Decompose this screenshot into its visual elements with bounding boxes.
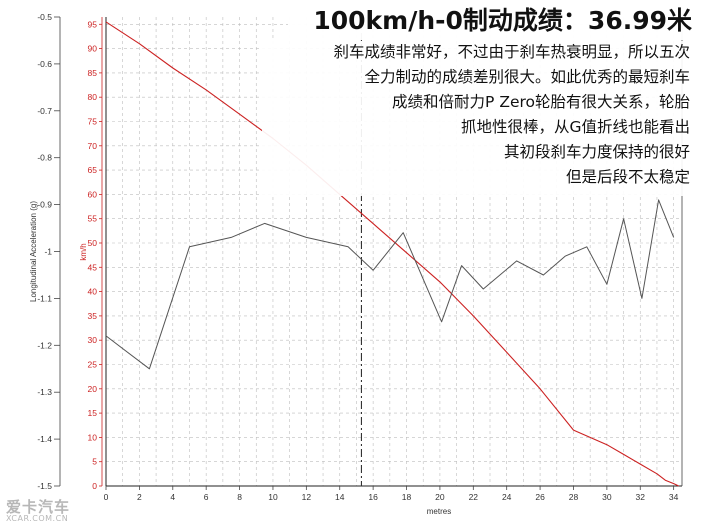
chart-title: 100km/h-0制动成绩：36.99米 bbox=[313, 6, 692, 35]
left-tick-label: -0.6 bbox=[37, 59, 52, 69]
speed-tick-label: 50 bbox=[88, 238, 98, 248]
speed-tick-label: 0 bbox=[92, 481, 97, 491]
x-tick-label: 34 bbox=[669, 492, 679, 502]
series-group bbox=[105, 21, 679, 487]
x-tick-label: 10 bbox=[268, 492, 278, 502]
acceleration-series-line bbox=[105, 199, 675, 370]
description-line-6: 但是后段不太稳定 bbox=[565, 168, 690, 186]
watermark-main: 爱卡汽车 bbox=[6, 498, 71, 516]
x-tick-label: 20 bbox=[435, 492, 445, 502]
left-tick-label: -1.1 bbox=[37, 293, 52, 303]
speed-tick-label: 20 bbox=[88, 384, 98, 394]
speed-tick-label: 65 bbox=[88, 165, 98, 175]
left-tick-label: -1.2 bbox=[37, 340, 52, 350]
x-tick-label: 16 bbox=[368, 492, 378, 502]
x-tick-label: 0 bbox=[104, 492, 109, 502]
x-tick-label: 6 bbox=[204, 492, 209, 502]
description-line-2: 全力制动的成绩差别很大。如此优秀的最短刹车 bbox=[364, 68, 690, 86]
x-tick-label: 14 bbox=[335, 492, 345, 502]
speed-series-line bbox=[105, 21, 679, 487]
x-tick-label: 8 bbox=[237, 492, 242, 502]
left-tick-label: -1 bbox=[44, 247, 52, 257]
speed-tick-label: 30 bbox=[88, 335, 98, 345]
watermark: 爱卡汽车 XCAR.COM.CN bbox=[6, 500, 70, 523]
speed-tick-label: 25 bbox=[88, 359, 98, 369]
left-tick-label: -1.3 bbox=[37, 387, 52, 397]
left-axis-title: Longitudinal Acceleration (g) bbox=[29, 201, 38, 302]
left-tick-label: -1.5 bbox=[37, 481, 52, 491]
speed-tick-label: 90 bbox=[88, 44, 98, 54]
x-tick-label: 12 bbox=[302, 492, 312, 502]
speed-tick-label: 10 bbox=[88, 432, 98, 442]
title-panel: 100km/h-0制动成绩：36.99米 bbox=[288, 2, 698, 40]
description-line-1: 刹车成绩非常好，不过由于刹车热衰明显，所以五次 bbox=[333, 43, 690, 61]
x-tick-label: 28 bbox=[569, 492, 579, 502]
speed-tick-label: 40 bbox=[88, 287, 98, 297]
speed-tick-label: 60 bbox=[88, 189, 98, 199]
x-axis-title: metres bbox=[427, 507, 451, 516]
description-line-5: 其初段刹车力度保持的很好 bbox=[503, 143, 690, 161]
x-tick-label: 30 bbox=[602, 492, 612, 502]
right-axis-title: km/h bbox=[79, 243, 88, 260]
left-tick-label: -0.5 bbox=[37, 12, 52, 22]
description-line-4: 抓地性很棒，从G值折线也能看出 bbox=[460, 118, 690, 136]
speed-tick-label: 85 bbox=[88, 68, 98, 78]
right-axis: 0 5 10 15 20 25 30 35 40 45 50 55 60 65 70 75 80 85 90 95 bbox=[88, 17, 103, 491]
speed-tick-label: 15 bbox=[88, 408, 98, 418]
x-tick-label: 22 bbox=[469, 492, 479, 502]
speed-tick-label: 35 bbox=[88, 311, 98, 321]
speed-tick-label: 75 bbox=[88, 116, 98, 126]
speed-tick-label: 45 bbox=[88, 262, 98, 272]
watermark-sub: XCAR.COM.CN bbox=[6, 514, 69, 523]
speed-tick-label: 5 bbox=[92, 457, 97, 467]
x-tick-label: 26 bbox=[535, 492, 545, 502]
x-tick-label: 2 bbox=[137, 492, 142, 502]
x-axis: 0 2 4 6 8 10 12 14 16 18 20 22 24 26 28 30 32 34 bbox=[104, 486, 679, 502]
x-tick-label: 24 bbox=[502, 492, 512, 502]
speed-tick-label: 95 bbox=[88, 19, 98, 29]
speed-tick-label: 55 bbox=[88, 214, 98, 224]
left-tick-label: -0.8 bbox=[37, 153, 52, 163]
left-tick-label: -0.9 bbox=[37, 200, 52, 210]
left-axis: -0.5 -0.6 -0.7 -0.8 -0.9 -1 -1.1 -1.2 -1.3 -1.4 -1… bbox=[37, 12, 61, 491]
x-tick-label: 18 bbox=[402, 492, 412, 502]
x-tick-label: 4 bbox=[170, 492, 175, 502]
left-tick-label: -1.4 bbox=[37, 434, 52, 444]
left-tick-label: -0.7 bbox=[37, 106, 52, 116]
description-panel: 刹车成绩非常好，不过由于刹车热衰明显，所以五次 全力制动的成绩差别很大。如此优秀… bbox=[262, 41, 698, 196]
description-line-3: 成绩和倍耐力P Zero轮胎有很大关系，轮胎 bbox=[392, 93, 690, 111]
speed-tick-label: 70 bbox=[88, 141, 98, 151]
x-tick-label: 32 bbox=[636, 492, 646, 502]
speed-tick-label: 80 bbox=[88, 92, 98, 102]
